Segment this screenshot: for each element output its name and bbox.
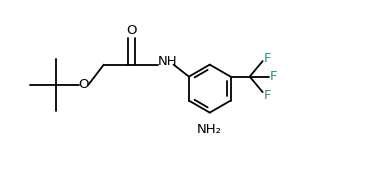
Text: O: O: [78, 78, 89, 91]
Text: F: F: [264, 52, 271, 65]
Text: F: F: [270, 70, 278, 83]
Text: NH: NH: [158, 55, 177, 68]
Text: NH₂: NH₂: [197, 123, 222, 136]
Text: F: F: [264, 89, 271, 102]
Text: O: O: [126, 24, 137, 37]
